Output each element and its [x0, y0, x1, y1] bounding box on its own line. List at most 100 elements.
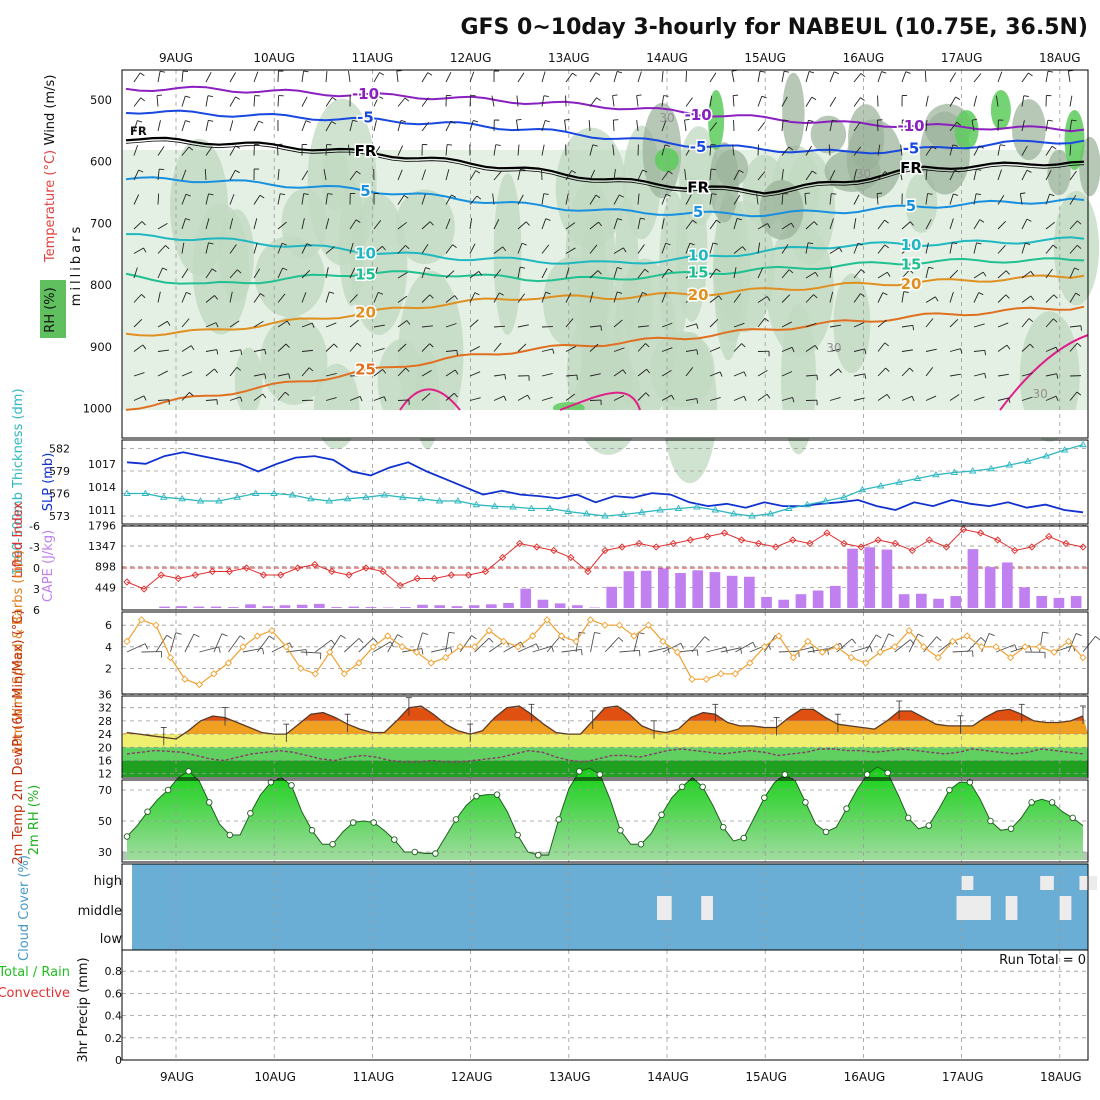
upper-wind-barb: [205, 120, 209, 132]
date-label-top: 15AUG: [744, 51, 786, 65]
upper-wind-barb: [685, 349, 697, 352]
wind-barb-flag: [551, 646, 554, 653]
wind-speed-marker: [311, 670, 319, 678]
upper-wind-barb: [277, 391, 286, 401]
rh-marker: [699, 783, 706, 791]
upper-wind-barb: [732, 95, 735, 107]
wind-barb: [517, 643, 537, 653]
upper-wind-barb: [181, 268, 189, 279]
upper-wind-barb-flag: [671, 394, 675, 400]
thickness-marker: [582, 509, 591, 517]
upper-wind-barb: [709, 295, 719, 303]
upper-wind-barb-flag: [979, 145, 984, 149]
upper-wind-barb: [349, 319, 359, 328]
thickness-marker: [1005, 461, 1014, 468]
upper-wind-barb: [541, 193, 545, 205]
upper-wind-barb-flag: [1076, 342, 1082, 347]
upper-wind-barb-flag: [476, 195, 482, 200]
rh-marker: [247, 810, 254, 817]
wind-barb-flag: [752, 642, 757, 648]
wind-speed-marker: [789, 653, 797, 662]
rh-tick: 70: [98, 784, 112, 797]
upper-wind-barb: [805, 170, 813, 181]
upper-wind-barb: [949, 169, 956, 181]
thickness-marker: [674, 504, 683, 511]
upper-wind-barb-flag: [909, 245, 914, 251]
upper-wind-barb: [781, 169, 784, 181]
wind-barb-flag: [218, 646, 221, 653]
temperature-contour--10: [125, 85, 1085, 133]
upper-wind-barb: [1021, 318, 1030, 328]
thickness-marker: [564, 507, 573, 514]
upper-wind-barb: [612, 119, 615, 132]
high-cloud-gap: [961, 876, 974, 890]
lifted-index-marker: [242, 564, 251, 572]
wind-speed-marker: [1079, 653, 1087, 662]
thickness-marker: [435, 497, 444, 504]
cape-bar: [709, 572, 721, 608]
upper-wind-barb: [373, 396, 385, 401]
upper-wind-barb: [397, 221, 408, 230]
wind-barb-flag: [358, 638, 364, 644]
rh-marker: [349, 819, 357, 826]
wind-barb-flag: [221, 633, 228, 637]
rh-marker: [802, 799, 809, 806]
cape-bar: [279, 605, 291, 608]
upper-wind-barb-flag: [909, 269, 914, 274]
upper-wind-barb: [349, 374, 362, 377]
upper-wind-barb: [709, 268, 717, 279]
upper-wind-barb-flag: [208, 242, 214, 245]
upper-wind-barb: [757, 223, 768, 230]
upper-wind-barb: [973, 292, 980, 303]
pressure-tick: 800: [90, 278, 112, 292]
rh-marker: [493, 791, 501, 798]
upper-wind-barb: [589, 144, 594, 156]
data-marks: [122, 69, 1100, 920]
upper-wind-barb: [877, 219, 885, 230]
rh-marker: [719, 823, 727, 831]
upper-wind-barb: [517, 394, 528, 401]
upper-wind-barb: [1069, 194, 1077, 205]
upper-wind-barb-flag: [1053, 294, 1058, 299]
upper-wind-barb-flag: [885, 367, 890, 372]
upper-wind-barb-flag: [451, 194, 457, 198]
upper-wind-barb: [565, 292, 572, 303]
upper-wind-barb: [445, 71, 452, 83]
upper-wind-barb: [973, 349, 985, 352]
upper-wind-barb: [397, 343, 407, 352]
cape-bar: [451, 606, 463, 608]
upper-wind-barb: [397, 399, 410, 401]
cape-bar: [1036, 596, 1048, 608]
upper-wind-barb: [493, 269, 502, 279]
upper-wind-barb-flag: [738, 169, 744, 173]
upper-wind-barb: [1045, 146, 1053, 156]
upper-wind-barb-flag: [808, 119, 814, 122]
upper-wind-barb: [469, 319, 479, 328]
cape-bar: [881, 549, 893, 608]
panel-fills: [40, 72, 1100, 950]
upper-wind-barb-flag: [545, 218, 551, 221]
date-label-top: 10AUG: [253, 51, 295, 65]
wind-barb: [416, 632, 423, 653]
upper-wind-barb: [661, 268, 669, 279]
upper-wind-barb-flag: [288, 373, 291, 379]
upper-wind-barb-flag: [1075, 292, 1081, 297]
upper-wind-barb-flag: [960, 348, 963, 354]
upper-wind-barb: [301, 71, 305, 83]
cape-bar: [1019, 587, 1030, 608]
upper-wind-barb-flag: [306, 243, 312, 247]
wind-barb: [1068, 633, 1077, 653]
upper-wind-barb: [709, 95, 713, 107]
upper-wind-barb-flag: [379, 72, 385, 76]
upper-wind-barb-flag: [761, 95, 767, 99]
upper-wind-barb: [541, 120, 546, 132]
precip-tick: 0.6: [105, 987, 123, 1000]
upper-wind-barb: [637, 244, 645, 254]
upper-wind-barb-flag: [235, 169, 240, 174]
lifted-index-marker: [174, 574, 182, 583]
cape-bar: [675, 573, 686, 608]
upper-wind-barb: [323, 169, 327, 181]
cape-bar: [314, 603, 325, 608]
thickness-marker: [490, 502, 499, 509]
upper-wind-barb: [325, 267, 329, 279]
